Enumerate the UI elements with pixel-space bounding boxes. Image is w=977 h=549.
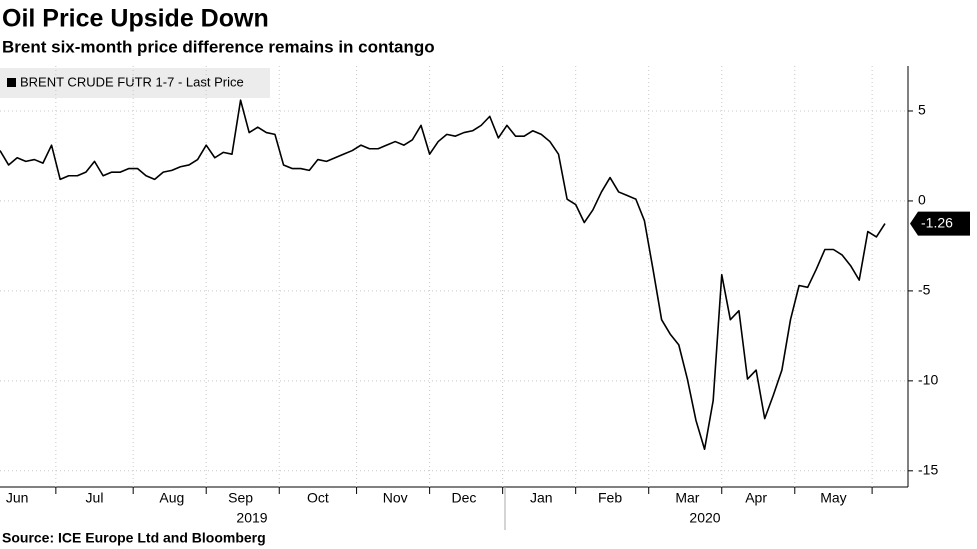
y-tick-label: 0: [918, 192, 926, 208]
year-label: 2020: [689, 510, 720, 526]
x-tick-label: Dec: [452, 490, 477, 506]
x-tick-label: Sep: [228, 490, 253, 506]
legend-label: BRENT CRUDE FUTR 1-7 - Last Price: [20, 74, 244, 89]
x-tick-label: Jun: [6, 490, 29, 506]
source: Source: ICE Europe Ltd and Bloomberg: [2, 530, 266, 546]
x-tick-label: May: [820, 490, 846, 506]
last-price-label: -1.26: [921, 214, 953, 230]
x-tick-label: Jul: [86, 490, 104, 506]
chart-title: Oil Price Upside Down: [2, 5, 269, 33]
year-label: 2019: [236, 510, 267, 526]
y-tick-label: -5: [918, 282, 931, 298]
legend-box: [0, 68, 270, 98]
last-price-tag: [910, 211, 970, 236]
x-tick-label: Feb: [598, 490, 622, 506]
x-tick-label: Aug: [159, 490, 184, 506]
y-tick-label: -10: [918, 372, 938, 388]
series-line: [0, 99, 886, 451]
x-tick-label: Nov: [383, 490, 408, 506]
x-tick-label: Oct: [307, 490, 329, 506]
legend-swatch: [7, 78, 16, 87]
chart-subtitle: Brent six-month price difference remains…: [2, 37, 435, 56]
y-tick-label: 5: [918, 102, 926, 118]
x-tick-label: Apr: [745, 490, 767, 506]
x-tick-label: Jan: [530, 490, 553, 506]
y-tick-label: -15: [918, 462, 938, 478]
x-tick-label: Mar: [675, 490, 699, 506]
